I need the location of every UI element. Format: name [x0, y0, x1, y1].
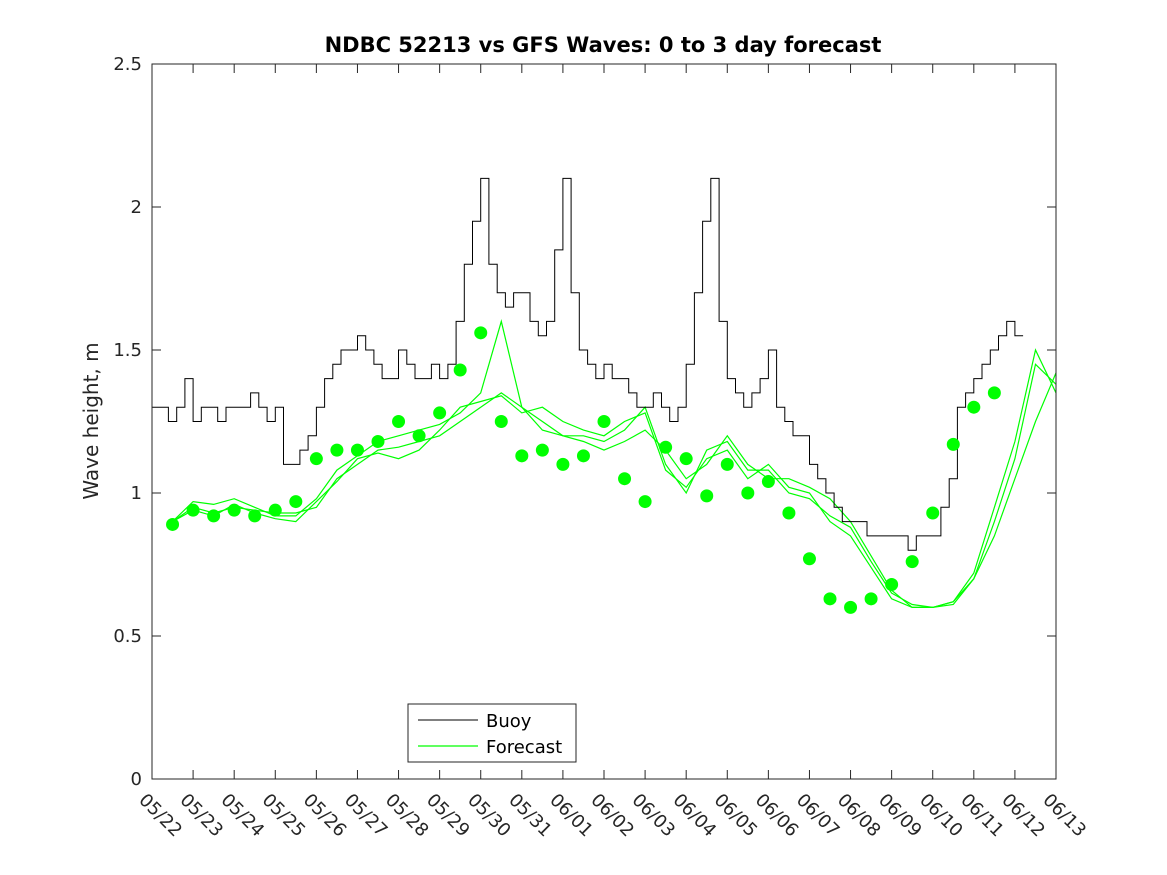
- x-tick-label: 05/24: [217, 790, 269, 842]
- y-tick-label: 2.5: [113, 54, 142, 75]
- forecast-marker: [412, 429, 426, 443]
- x-tick-label: 06/10: [915, 790, 967, 842]
- forecast-marker: [700, 489, 714, 503]
- x-tick-label: 05/23: [176, 790, 228, 842]
- forecast-marker: [905, 555, 919, 569]
- x-tick-label: 06/01: [545, 790, 597, 842]
- forecast-marker: [864, 592, 878, 606]
- forecast-marker: [494, 415, 508, 428]
- forecast-marker: [330, 443, 344, 457]
- y-tick-label: 1.5: [113, 340, 142, 361]
- forecast-marker: [618, 472, 632, 486]
- forecast-marker: [371, 435, 385, 449]
- forecast-marker: [453, 363, 467, 377]
- x-tick-label: 06/13: [1038, 790, 1090, 842]
- forecast-marker: [207, 509, 221, 523]
- x-tick-label: 05/26: [299, 790, 351, 842]
- forecast-marker: [268, 503, 282, 517]
- forecast-marker: [535, 443, 549, 457]
- forecast-line: [172, 372, 1057, 608]
- forecast-marker: [802, 552, 816, 566]
- forecast-marker: [659, 440, 673, 454]
- x-tick-label: 06/06: [751, 790, 803, 842]
- x-tick-label: 05/27: [340, 790, 392, 842]
- forecast-marker: [474, 326, 488, 340]
- forecast-line: [172, 319, 1057, 609]
- forecast-marker: [392, 415, 406, 428]
- x-tick-label: 05/31: [504, 790, 556, 842]
- forecast-marker: [782, 506, 796, 520]
- x-tick-label: 06/03: [628, 790, 680, 842]
- x-tick-label: 06/07: [792, 790, 844, 842]
- forecast-marker: [433, 406, 447, 420]
- x-tick-label: 06/11: [956, 790, 1008, 842]
- forecast-marker: [289, 495, 303, 509]
- forecast-marker: [227, 503, 241, 517]
- series-layer: [152, 177, 1057, 614]
- forecast-marker: [946, 437, 960, 451]
- x-tick-label: 05/30: [463, 790, 515, 842]
- x-tick-label: 05/28: [381, 790, 433, 842]
- forecast-marker: [720, 457, 734, 471]
- x-tick-label: 06/04: [669, 790, 721, 842]
- x-tick-label: 06/08: [833, 790, 885, 842]
- forecast-marker: [967, 400, 981, 414]
- forecast-marker: [885, 578, 899, 592]
- x-tick-label: 05/25: [258, 790, 310, 842]
- forecast-marker: [926, 506, 940, 520]
- forecast-line: [172, 348, 1057, 608]
- forecast-marker: [597, 415, 611, 428]
- y-tick-label: 2: [131, 197, 142, 218]
- forecast-marker: [248, 509, 262, 523]
- x-tick-label: 06/05: [710, 790, 762, 842]
- y-tick-label: 0.5: [113, 626, 142, 647]
- forecast-marker: [638, 495, 652, 509]
- y-tick-label: 0: [131, 769, 142, 790]
- x-tick-label: 05/22: [134, 790, 186, 842]
- legend-forecast-label: Forecast: [486, 737, 562, 758]
- legend-box: [407, 703, 577, 763]
- forecast-marker: [309, 452, 323, 466]
- forecast-marker: [350, 443, 364, 457]
- forecast-marker: [761, 475, 775, 489]
- legend: Buoy Forecast: [407, 703, 577, 763]
- legend-buoy-label: Buoy: [486, 711, 532, 732]
- forecast-marker: [987, 386, 1001, 400]
- x-tick-label: 06/02: [586, 790, 638, 842]
- forecast-marker: [823, 592, 837, 606]
- y-tick-label: 1: [131, 483, 142, 504]
- forecast-marker: [166, 517, 180, 531]
- ticks-layer: 00.511.522.505/2205/2305/2405/2505/2605/…: [113, 54, 1090, 841]
- forecast-marker: [576, 449, 590, 463]
- forecast-marker: [741, 486, 755, 500]
- buoy-line: [152, 177, 1024, 551]
- forecast-marker: [515, 449, 529, 463]
- chart-title: NDBC 52213 vs GFS Waves: 0 to 3 day fore…: [325, 33, 882, 57]
- forecast-marker: [186, 503, 200, 517]
- x-tick-label: 06/09: [874, 790, 926, 842]
- x-tick-label: 06/12: [997, 790, 1049, 842]
- x-tick-label: 05/29: [422, 790, 474, 842]
- forecast-marker: [679, 452, 693, 466]
- forecast-marker: [844, 600, 858, 614]
- y-axis-label: Wave height, m: [79, 342, 103, 499]
- forecast-marker: [556, 457, 570, 471]
